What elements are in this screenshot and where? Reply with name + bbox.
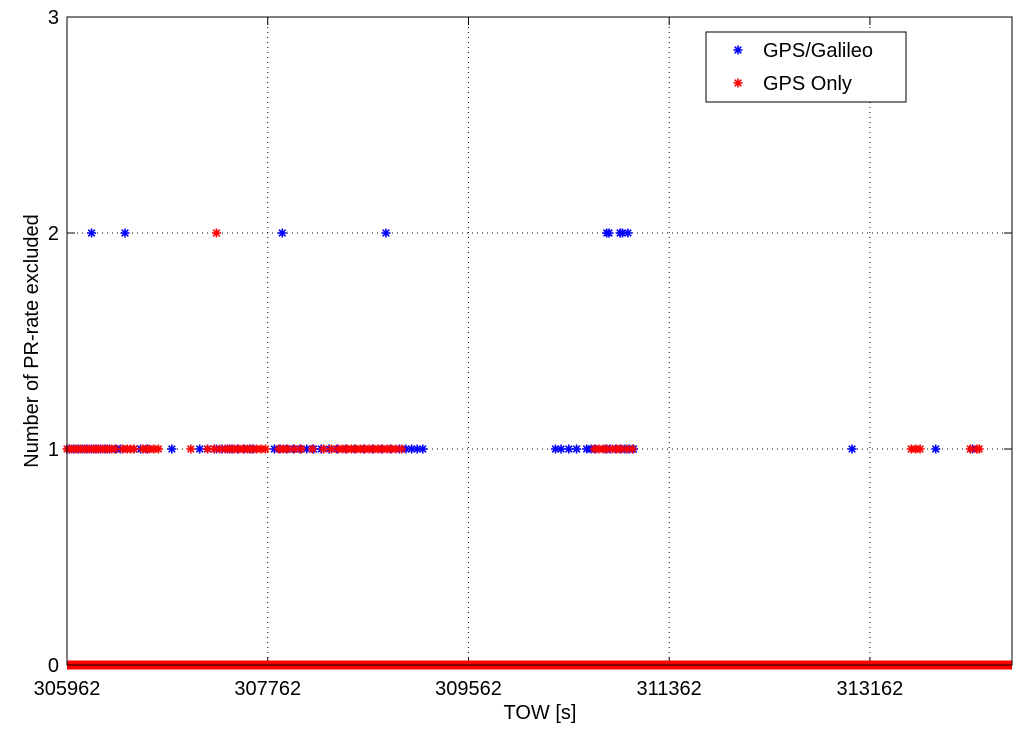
data-point [87,228,97,238]
x-tick-label: 305962 [34,678,101,700]
data-point [110,444,120,454]
x-tick-label: 313162 [837,678,904,700]
y-tick-label: 3 [48,7,59,29]
data-point [847,444,857,454]
data-point [277,228,287,238]
data-point [556,444,566,454]
data-point [209,444,219,454]
legend: GPS/Galileo GPS Only [705,31,907,103]
y-axis-title: Number of PR-rate excluded [21,214,43,467]
data-point [564,444,574,454]
data-point [326,444,336,454]
y-tick-label: 1 [48,439,59,461]
legend-label: GPS Only [763,73,852,95]
y-tick-label: 0 [48,655,59,677]
series-1 [62,228,1012,670]
legend-marker [733,78,743,88]
data-point [965,444,975,454]
data-point [931,444,941,454]
data-point [261,444,271,454]
data-point [289,444,299,454]
data-point [307,444,317,454]
legend-marker [733,45,743,55]
x-axis-title: TOW [s] [504,702,577,724]
y-tick-label: 2 [48,223,59,245]
data-point [381,228,391,238]
data-point [627,444,637,454]
x-tick-label: 311362 [637,678,702,700]
legend-entries: GPS/Galileo GPS Only [733,40,873,95]
data-point [550,444,560,454]
plot-frame [66,16,1013,666]
data-point [186,444,196,454]
data-point [602,444,612,454]
x-tick-labels: 305962 307762 309562 311362 313162 [34,678,904,700]
data-point [211,228,221,238]
legend-box [705,31,907,103]
data-point [915,444,925,454]
data-point [129,444,139,454]
data-point [195,444,205,454]
data-point [296,444,306,454]
legend-label: GPS/Galileo [763,40,873,62]
grid-layer [67,17,1012,665]
data-point [120,228,130,238]
series-0 [64,228,978,454]
x-tick-label: 307762 [234,678,301,700]
data-marks [62,228,1012,670]
y-tick-labels: 0 1 2 3 [48,7,59,677]
data-point [318,444,328,454]
data-point [397,444,407,454]
data-point [604,228,614,238]
data-point [974,444,984,454]
data-point [167,444,177,454]
data-point [391,444,401,454]
data-point [572,444,582,454]
data-point [153,444,163,454]
x-tick-label: 309562 [435,678,502,700]
data-point [418,444,428,454]
data-point [623,228,633,238]
